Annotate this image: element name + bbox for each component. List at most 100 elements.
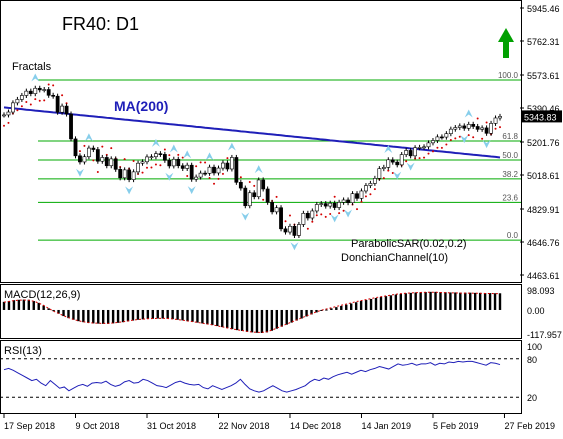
macd-histogram-bar bbox=[32, 301, 35, 310]
macd-histogram-bar bbox=[305, 309, 308, 317]
candle-body bbox=[122, 169, 127, 179]
candle-body bbox=[207, 166, 212, 174]
candle-body bbox=[234, 157, 239, 183]
macd-histogram-bar bbox=[350, 303, 353, 310]
fractal-up-icon bbox=[464, 109, 473, 118]
macd-histogram-bar bbox=[186, 309, 189, 322]
candle-body bbox=[149, 156, 154, 159]
macd-histogram-bar bbox=[27, 299, 30, 310]
candle-body bbox=[2, 114, 6, 117]
candle-body bbox=[301, 213, 306, 225]
macd-y-tick-label: -117.957 bbox=[527, 330, 562, 340]
macd-histogram-bar bbox=[325, 309, 328, 311]
fractal-down-icon bbox=[344, 209, 353, 218]
sar-dot bbox=[150, 166, 153, 169]
sar-dot bbox=[275, 195, 278, 198]
candle-body bbox=[256, 179, 261, 198]
candle-body bbox=[440, 136, 444, 139]
candle-body bbox=[417, 147, 422, 149]
candle-body bbox=[484, 127, 489, 134]
fractal-down-icon bbox=[460, 135, 469, 144]
candle-body bbox=[261, 179, 266, 190]
candle-body bbox=[46, 89, 51, 96]
candle-body bbox=[216, 167, 221, 174]
sar-dot bbox=[306, 227, 309, 230]
fib-level-label: 100.0 bbox=[498, 71, 519, 80]
sar-dot bbox=[239, 176, 242, 179]
candle-body bbox=[332, 202, 337, 208]
sar-dot bbox=[494, 127, 497, 130]
candle-body bbox=[162, 154, 167, 161]
sar-dot bbox=[342, 209, 345, 212]
fib-level-label: 38.2 bbox=[502, 170, 518, 179]
macd-histogram-bar bbox=[235, 309, 239, 331]
candle-body bbox=[37, 87, 42, 91]
sar-dot bbox=[7, 121, 10, 124]
macd-histogram-bar bbox=[419, 292, 422, 310]
sar-dot bbox=[96, 171, 99, 174]
candle-body bbox=[265, 188, 270, 203]
macd-histogram-bar bbox=[111, 309, 115, 324]
sar-dot bbox=[204, 161, 207, 164]
candle-body bbox=[498, 116, 502, 119]
macd-histogram-bar bbox=[354, 302, 358, 310]
candle-body bbox=[480, 127, 485, 130]
candle-body bbox=[390, 159, 395, 163]
candle-body bbox=[176, 158, 181, 167]
macd-histogram-bar bbox=[454, 292, 457, 310]
fractal-up-icon bbox=[31, 73, 40, 82]
macd-histogram-bar bbox=[196, 309, 199, 323]
candle-body bbox=[212, 166, 216, 174]
candle-body bbox=[78, 155, 82, 163]
fractal-up-icon bbox=[384, 144, 393, 153]
macd-histogram-bar bbox=[77, 309, 80, 322]
x-tick-label: 9 Oct 2018 bbox=[75, 421, 119, 431]
y-tick-label: 5945.46 bbox=[527, 4, 560, 14]
macd-histogram-bar bbox=[2, 301, 6, 310]
sar-dot bbox=[288, 214, 291, 217]
sar-dot bbox=[369, 193, 372, 196]
sar-dot bbox=[449, 138, 452, 141]
candle-body bbox=[252, 192, 257, 198]
candle-body bbox=[185, 164, 190, 169]
candle-body bbox=[73, 138, 78, 157]
x-tick-label: 14 Jan 2019 bbox=[361, 421, 411, 431]
fractal-up-icon bbox=[183, 150, 192, 159]
candle-body bbox=[493, 117, 498, 124]
sar-dot bbox=[445, 143, 448, 146]
sar-dot bbox=[311, 220, 314, 223]
current-price-label: 5343.83 bbox=[524, 112, 557, 122]
macd-histogram-bar bbox=[498, 293, 502, 310]
candle-body bbox=[28, 90, 33, 94]
sar-dot bbox=[132, 160, 135, 163]
sar-dot bbox=[262, 198, 265, 201]
sar-dot bbox=[213, 182, 216, 185]
sar-dot bbox=[373, 188, 376, 191]
macd-histogram-bar bbox=[404, 293, 407, 310]
macd-histogram-bar bbox=[439, 292, 442, 310]
candle-body bbox=[471, 123, 476, 127]
candle-body bbox=[328, 202, 333, 207]
sar-dot bbox=[47, 83, 50, 86]
macd-histogram-bar bbox=[7, 301, 11, 310]
sar-dot bbox=[92, 159, 95, 162]
candle-body bbox=[435, 136, 440, 141]
macd-histogram-bar bbox=[384, 296, 388, 310]
sar-dot bbox=[61, 94, 64, 97]
macd-histogram-bar bbox=[226, 309, 229, 329]
candle-body bbox=[404, 150, 409, 155]
candle-body bbox=[457, 125, 462, 128]
sar-dot bbox=[253, 184, 256, 187]
sar-dot bbox=[34, 98, 37, 101]
macd-histogram-bar bbox=[87, 309, 90, 324]
sar-dot bbox=[43, 99, 46, 102]
candle-body bbox=[283, 228, 288, 233]
fractal-down-icon bbox=[406, 162, 415, 171]
sar-dot bbox=[101, 145, 104, 148]
x-tick-label: 17 Sep 2018 bbox=[4, 421, 55, 431]
macd-histogram-bar bbox=[295, 309, 298, 321]
sar-dot bbox=[16, 109, 19, 112]
macd-y-tick-label: 98.093 bbox=[527, 286, 555, 296]
macd-histogram-bar bbox=[300, 309, 303, 319]
sar-dot bbox=[159, 164, 162, 167]
